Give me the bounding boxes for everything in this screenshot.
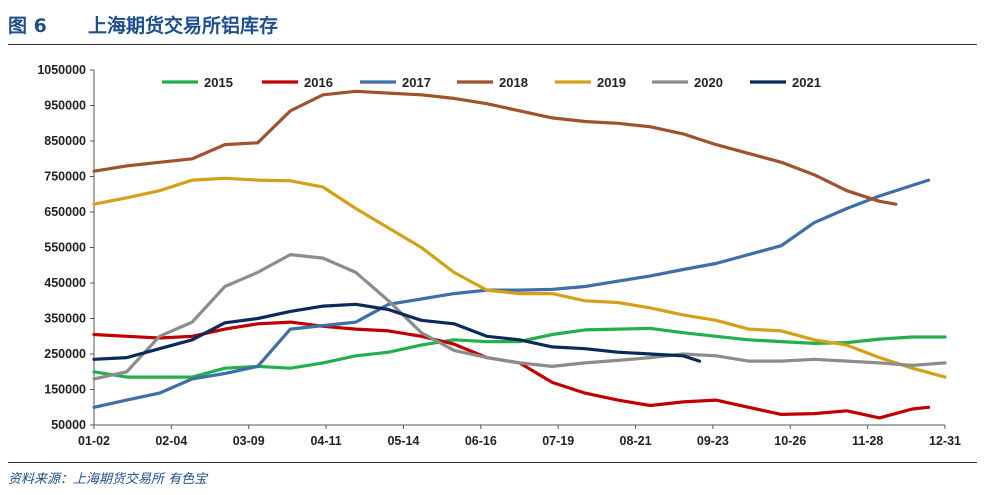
series-line-2020 [92, 253, 947, 381]
x-tick-label: 10-26 [774, 434, 806, 448]
x-tick-label: 03-09 [233, 434, 265, 448]
y-tick-label: 550000 [44, 241, 86, 255]
y-tick-label: 850000 [44, 134, 86, 148]
x-tick-label: 04-11 [310, 434, 341, 448]
y-tick-label: 150000 [44, 383, 86, 397]
series-line-2021 [92, 302, 702, 363]
footer-divider [8, 462, 977, 463]
y-tick-label: 250000 [44, 347, 86, 361]
y-tick-label: 950000 [44, 99, 86, 113]
source-note: 资料来源：上海期货交易所 有色宝 [8, 472, 208, 487]
series-line-2018 [92, 89, 898, 206]
y-tick-label: 1050000 [37, 63, 86, 77]
x-tick-label: 06-16 [465, 434, 497, 448]
legend-label-2020: 2020 [694, 75, 723, 90]
x-tick-label: 02-04 [155, 434, 187, 448]
x-tick-label: 07-19 [542, 434, 574, 448]
x-tick-label: 01-02 [78, 434, 110, 448]
series-line-2017 [92, 178, 931, 409]
legend-label-2019: 2019 [597, 75, 626, 90]
y-tick-label: 750000 [44, 170, 86, 184]
legend-label-2017: 2017 [402, 75, 431, 90]
series-line-2015 [92, 326, 947, 379]
legend-label-2018: 2018 [499, 75, 528, 90]
x-tick-label: 05-14 [387, 434, 419, 448]
y-tick-label: 450000 [44, 276, 86, 290]
y-tick-label: 650000 [44, 205, 86, 219]
legend-label-2015: 2015 [204, 75, 233, 90]
x-tick-label: 11-28 [852, 434, 883, 448]
legend-label-2016: 2016 [304, 75, 333, 90]
series-line-2019 [92, 176, 947, 379]
x-tick-label: 09-23 [697, 434, 729, 448]
figure-number: 图 6 [8, 15, 47, 37]
figure-title: 上海期货交易所铝库存 [88, 15, 279, 37]
title-divider [8, 44, 977, 45]
y-tick-label: 350000 [44, 312, 86, 326]
y-tick-label: 50000 [51, 418, 86, 432]
x-tick-label: 08-21 [620, 434, 652, 448]
legend-label-2021: 2021 [792, 75, 821, 90]
x-tick-label: 12-31 [929, 434, 961, 448]
figure-header: 图 6 上海期货交易所铝库存 [8, 6, 983, 40]
